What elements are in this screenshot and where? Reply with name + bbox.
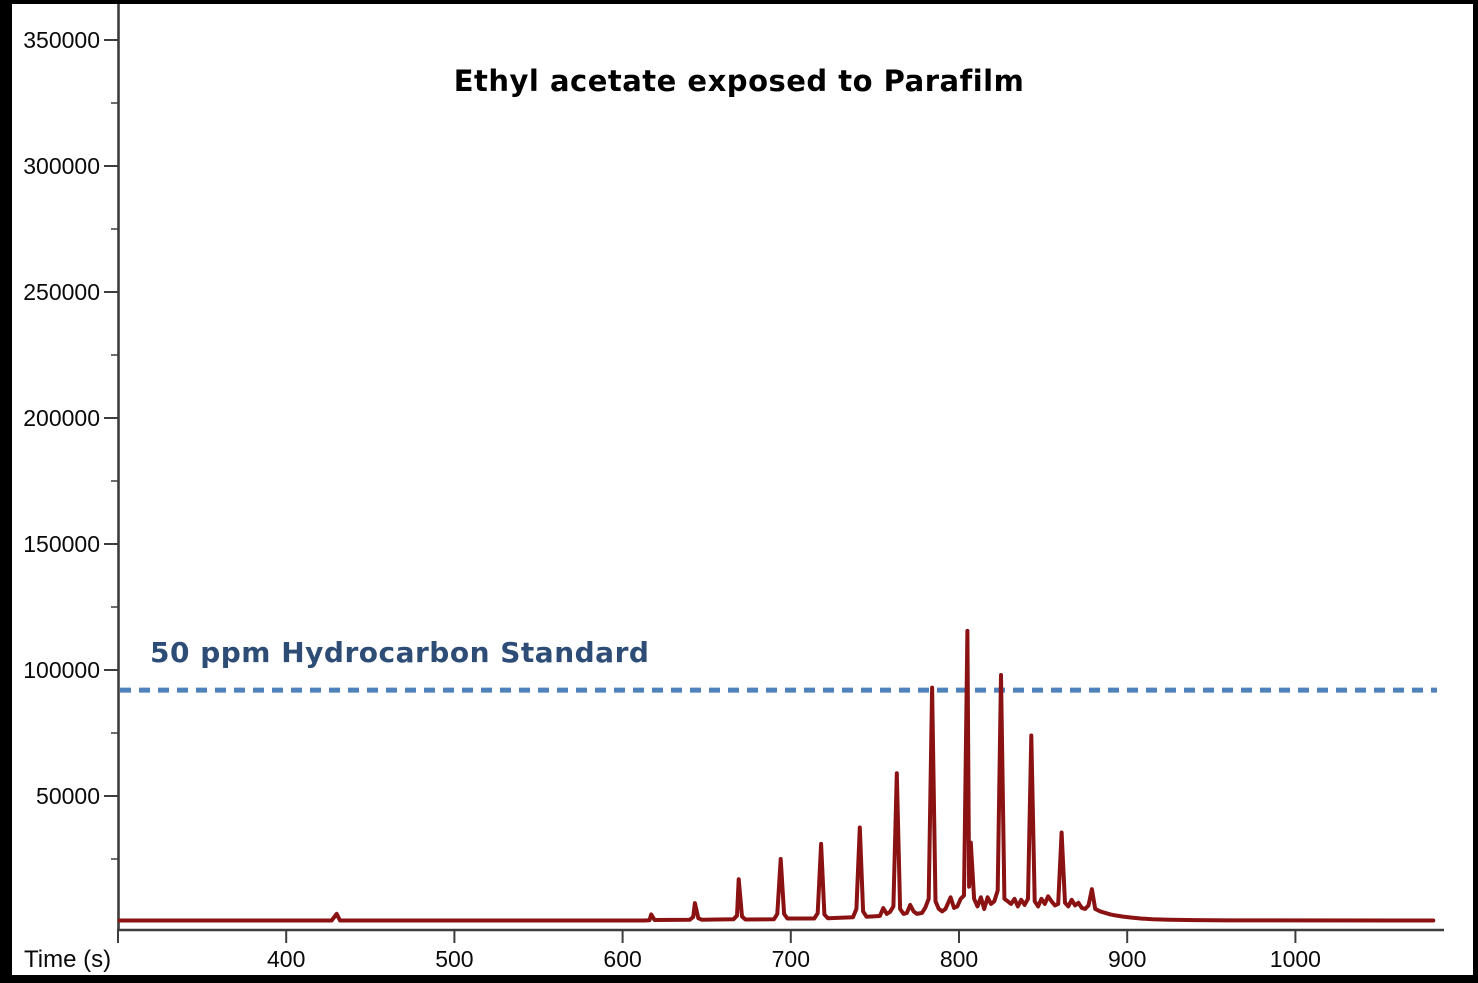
frame-border-bottom xyxy=(0,975,1478,983)
x-tick-label: 700 xyxy=(771,946,810,972)
x-tick-label: 600 xyxy=(603,946,642,972)
y-tick-label: 200000 xyxy=(23,405,100,431)
x-tick-label: 400 xyxy=(267,946,306,972)
y-tick-label: 150000 xyxy=(23,531,100,557)
x-tick-label: 800 xyxy=(939,946,979,972)
frame-border-right xyxy=(1473,0,1478,983)
chromatogram-trace xyxy=(117,628,1436,923)
y-tick-label: 250000 xyxy=(23,279,100,305)
y-tick-label: 300000 xyxy=(23,153,100,179)
x-tick-label: 500 xyxy=(435,946,474,972)
y-tick-label: 100000 xyxy=(23,657,100,683)
frame-border-left xyxy=(0,0,12,983)
reference-line-label: 50 ppm Hydrocarbon Standard xyxy=(150,636,650,669)
y-tick-label: 350000 xyxy=(23,27,100,53)
x-tick-label: 1000 xyxy=(1269,946,1321,972)
frame-border-top xyxy=(0,0,1478,4)
x-axis-title: Time (s) xyxy=(24,946,112,973)
y-tick-label: 50000 xyxy=(36,783,100,809)
x-tick-label: 900 xyxy=(1108,946,1147,972)
chart-title: Ethyl acetate exposed to Parafilm xyxy=(453,64,1025,98)
